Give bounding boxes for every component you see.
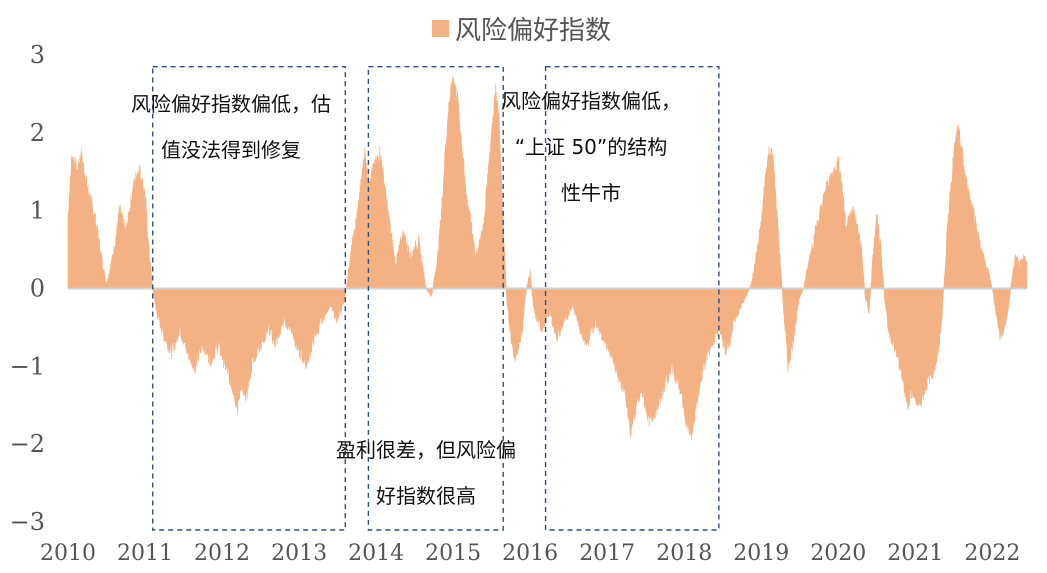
x-tick-label: 2018: [656, 541, 712, 566]
x-tick-label: 2014: [348, 541, 404, 566]
x-tick-label: 2015: [425, 541, 481, 566]
x-tick-label: 2022: [964, 541, 1020, 566]
y-tick-label: −1: [10, 352, 45, 380]
x-tick-label: 2019: [733, 541, 789, 566]
x-tick-label: 2021: [887, 541, 943, 566]
annotation-text: “上证 50”的结构: [515, 135, 668, 159]
y-axis-ticks: 3 2 1 0 −1 −2 −3: [10, 41, 45, 536]
x-tick-label: 2016: [502, 541, 558, 566]
y-tick-label: 3: [30, 41, 45, 69]
y-tick-label: 0: [30, 275, 45, 303]
legend-label: 风险偏好指数: [455, 16, 611, 46]
annotation-box: [544, 65, 720, 531]
annotation-text: 好指数很高: [376, 484, 476, 508]
y-tick-label: −2: [10, 430, 45, 458]
x-tick-label: 2020: [810, 541, 866, 566]
y-tick-label: 2: [30, 119, 45, 147]
series-area-path: [67, 75, 1028, 441]
x-tick-label: 2013: [271, 541, 327, 566]
y-tick-label: 1: [30, 197, 45, 225]
y-tick-label: −3: [10, 508, 45, 536]
annotation-text: 风险偏好指数偏低，: [501, 89, 681, 113]
x-tick-label: 2012: [194, 541, 250, 566]
annotation-box: [367, 65, 504, 531]
annotation-text: 盈利很差，但风险偏: [336, 438, 516, 462]
x-tick-label: 2011: [117, 541, 173, 566]
x-tick-label: 2017: [579, 541, 635, 566]
annotation-text: 性牛市: [561, 181, 621, 205]
legend: 风险偏好指数: [432, 16, 611, 46]
annotation-text: 值没法得到修复: [161, 138, 301, 162]
x-tick-label: 2010: [40, 541, 96, 566]
series-area: [67, 75, 1028, 441]
x-axis-ticks: 2010 2011 2012 2013 2014 2015 2016 2017 2018 2019…: [40, 541, 1020, 566]
annotation-text: 风险偏好指数偏低，估: [131, 92, 331, 116]
annotation-box: [152, 65, 347, 531]
legend-swatch: [432, 20, 449, 37]
